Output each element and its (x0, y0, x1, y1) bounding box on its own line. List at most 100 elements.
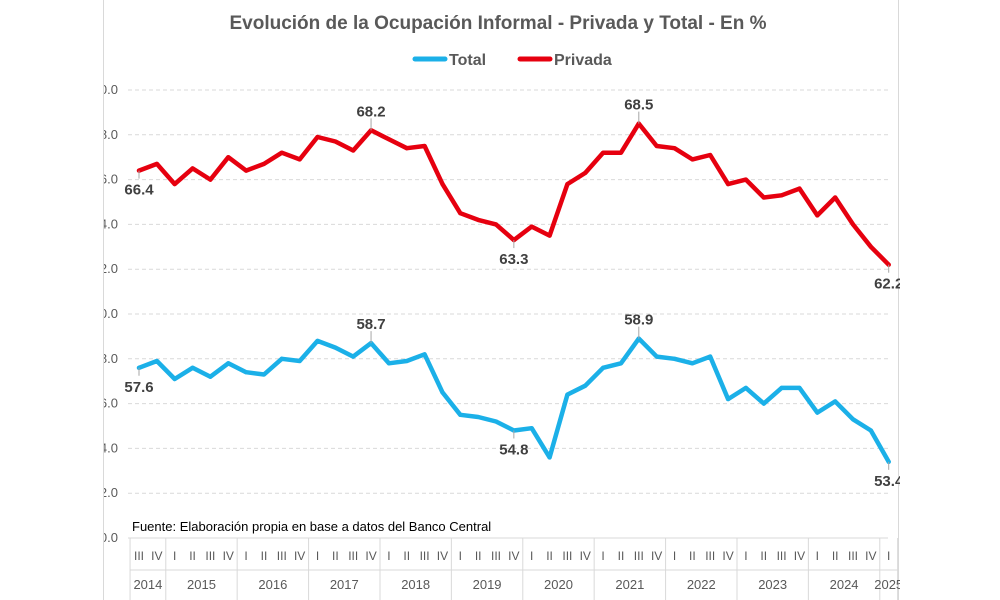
x-tick-quarter: III (777, 549, 787, 563)
data-point-total (833, 399, 838, 404)
data-point-privada (458, 211, 463, 216)
data-label-privada: 66.4 (124, 182, 154, 199)
data-point-privada (440, 182, 445, 187)
y-tick-label: 50.0 (104, 530, 118, 545)
data-point-total (351, 354, 356, 359)
x-tick-year: 2018 (401, 577, 430, 592)
data-point-privada (476, 217, 481, 222)
legend: Total Privada (412, 52, 612, 69)
y-tick-label: 56.0 (104, 396, 118, 411)
x-tick-quarter: II (475, 549, 482, 563)
data-point-privada (190, 166, 195, 171)
data-point-privada (868, 244, 873, 249)
data-point-privada (386, 137, 391, 142)
data-label-privada: 68.2 (356, 103, 385, 120)
data-point-total (333, 345, 338, 350)
data-point-total (244, 370, 249, 375)
x-tick-quarter: II (189, 549, 196, 563)
x-tick-quarter: IV (508, 549, 519, 563)
x-tick-year: 2024 (830, 577, 859, 592)
y-tick-label: 64.0 (104, 216, 118, 231)
data-point-privada (779, 193, 784, 198)
data-point-total (261, 372, 266, 377)
data-point-total (476, 415, 481, 420)
data-point-privada (226, 155, 231, 160)
data-point-privada (672, 146, 677, 151)
data-point-privada (708, 152, 713, 157)
data-point-total (422, 352, 427, 357)
data-point-privada (279, 150, 284, 155)
x-tick-quarter: III (562, 549, 572, 563)
x-tick-quarter: III (134, 549, 144, 563)
data-point-privada (529, 224, 534, 229)
y-axis: 50.0 52.0 54.0 56.0 58.0 60.0 62.0 64.0 66.0 68.0… (104, 82, 118, 545)
x-tick-quarter: II (760, 549, 767, 563)
data-point-total (601, 365, 606, 370)
x-tick-quarter: I (173, 549, 176, 563)
data-point-total (672, 356, 677, 361)
gridlines (128, 89, 888, 494)
data-labels: 57.6 58.7 54.8 58.9 53.4 66.4 68.2 63.3 68.5 62.2 (124, 97, 900, 490)
x-tick-year: 2017 (330, 577, 359, 592)
data-label-total: 57.6 (124, 379, 153, 396)
data-point-total (654, 354, 659, 359)
x-tick-year: 2022 (687, 577, 716, 592)
x-tick-quarter: IV (294, 549, 305, 563)
data-point-total (815, 410, 820, 415)
data-point-total (797, 385, 802, 390)
data-point-total (279, 356, 284, 361)
data-point-privada (154, 161, 159, 166)
x-tick-quarter: IV (865, 549, 876, 563)
x-tick-quarter: I (673, 549, 676, 563)
data-label-total: 58.7 (356, 316, 385, 333)
x-tick-quarter: III (705, 549, 715, 563)
x-tick-quarter: III (205, 549, 215, 563)
y-tick-label: 70.0 (104, 82, 118, 97)
x-tick-quarter: II (261, 549, 268, 563)
x-tick-quarter: I (459, 549, 462, 563)
data-point-total (386, 361, 391, 366)
data-point-total (190, 365, 195, 370)
data-point-privada (208, 177, 213, 182)
x-tick-year: 2025 (874, 577, 900, 592)
data-label-privada: 63.3 (499, 251, 528, 268)
data-point-privada (244, 168, 249, 173)
data-point-total (708, 354, 713, 359)
x-tick-quarter: III (277, 549, 287, 563)
data-point-privada (833, 195, 838, 200)
y-tick-label: 62.0 (104, 261, 118, 276)
data-point-privada (601, 150, 606, 155)
x-tick-quarter: IV (151, 549, 162, 563)
x-tick-quarter: II (546, 549, 553, 563)
data-label-total: 58.9 (624, 312, 653, 329)
data-point-privada (654, 144, 659, 148)
data-label-privada: 62.2 (874, 276, 900, 293)
data-point-total (565, 392, 570, 397)
y-tick-label: 60.0 (104, 306, 118, 321)
data-point-total (779, 385, 784, 390)
data-point-total (172, 376, 177, 381)
x-tick-quarter: IV (722, 549, 733, 563)
data-point-total (743, 385, 748, 390)
data-point-privada (565, 182, 570, 187)
x-tick-quarter: III (420, 549, 430, 563)
x-tick-quarter: I (530, 549, 533, 563)
x-tick-quarter: I (744, 549, 747, 563)
data-point-privada (851, 222, 855, 227)
data-point-total (851, 417, 855, 422)
x-tick-quarter: IV (365, 549, 376, 563)
data-point-total (761, 401, 766, 406)
data-point-total (226, 361, 231, 366)
data-point-total (297, 359, 302, 364)
x-tick-quarter: I (244, 549, 247, 563)
data-point-privada (797, 186, 802, 191)
x-tick-year: 2016 (258, 577, 287, 592)
data-point-privada (690, 157, 695, 162)
data-point-privada (726, 182, 731, 187)
data-point-privada (547, 233, 552, 238)
data-point-total (208, 374, 213, 379)
data-label-privada: 68.5 (624, 97, 653, 114)
data-point-privada (404, 146, 409, 151)
source-note: Fuente: Elaboración propia en base a dat… (132, 519, 491, 534)
x-tick-quarter: III (848, 549, 858, 563)
